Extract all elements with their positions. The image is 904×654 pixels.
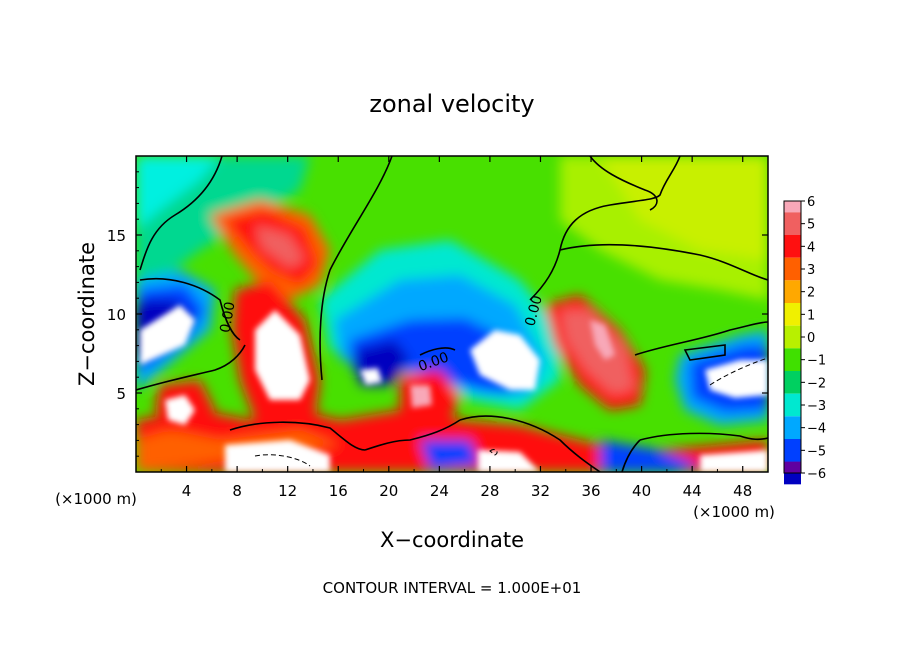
x-tick-label: 28 — [480, 482, 499, 500]
colorbar-tick-label: 0 — [807, 331, 815, 346]
heatmap-field — [136, 156, 768, 472]
x-axis: 4 8 12 16 20 24 28 32 36 40 44 48 — [160, 156, 752, 500]
x-tick-label: 40 — [632, 482, 651, 500]
y-tick-label: 10 — [107, 306, 126, 324]
colorbar-swatch — [784, 257, 801, 281]
colorbar-tick-label: −1 — [807, 354, 826, 369]
y-tick-label: 5 — [116, 385, 126, 403]
x-tick-label: 8 — [232, 482, 242, 500]
contour-label: 0.00 — [522, 294, 546, 328]
x-tick-label: 16 — [329, 482, 348, 500]
colorbar-tick-label: 2 — [807, 286, 815, 301]
colorbar-tick-label: −2 — [807, 376, 826, 391]
x-unit-right: (×1000 m) — [693, 503, 775, 521]
x-tick-label: 24 — [430, 482, 449, 500]
y-axis: 5 10 15 — [107, 171, 768, 457]
colorbar-swatch — [784, 235, 801, 258]
colorbar-swatch — [784, 439, 801, 462]
x-tick-label: 20 — [379, 482, 398, 500]
colorbar-swatch — [784, 212, 801, 235]
y-tick-label: 15 — [107, 227, 126, 245]
colorbar: 6 5 4 3 2 1 0 −1 −2 −3 −4 −5 −6 — [783, 195, 826, 485]
colorbar-tick-label: −3 — [807, 399, 826, 414]
x-tick-label: 4 — [182, 482, 192, 500]
y-axis-label: Z−coordinate — [75, 242, 99, 386]
colorbar-swatch — [784, 393, 801, 417]
colorbar-tick-label: 3 — [807, 263, 815, 278]
x-tick-label: 12 — [278, 482, 297, 500]
x-unit-left: (×1000 m) — [55, 490, 137, 508]
contour-interval-note: CONTOUR INTERVAL = 1.000E+01 — [323, 579, 582, 597]
colorbar-swatch — [784, 303, 801, 326]
x-tick-label: 48 — [733, 482, 752, 500]
colorbar-swatch — [784, 201, 801, 213]
contour-label: 0.00 — [217, 301, 238, 334]
colorbar-swatch — [784, 461, 801, 473]
colorbar-tick-label: −4 — [807, 422, 826, 437]
x-tick-label: 44 — [683, 482, 702, 500]
colorbar-tick-label: 4 — [807, 240, 815, 255]
colorbar-swatch — [784, 280, 801, 303]
colorbar-tick-label: 1 — [807, 308, 815, 323]
colorbar-swatch — [784, 371, 801, 394]
x-tick-label: 32 — [531, 482, 550, 500]
x-tick-label: 36 — [581, 482, 600, 500]
colorbar-swatch — [784, 325, 801, 349]
colorbar-swatch — [784, 416, 801, 439]
colorbar-tick-label: −6 — [807, 467, 826, 482]
colorbar-swatch — [784, 348, 801, 371]
chart-title: zonal velocity — [369, 90, 534, 118]
colorbar-tick-label: 6 — [807, 195, 815, 210]
x-axis-label: X−coordinate — [380, 528, 524, 552]
colorbar-tick-label: −5 — [807, 444, 826, 459]
colorbar-tick-label: 5 — [807, 218, 815, 233]
